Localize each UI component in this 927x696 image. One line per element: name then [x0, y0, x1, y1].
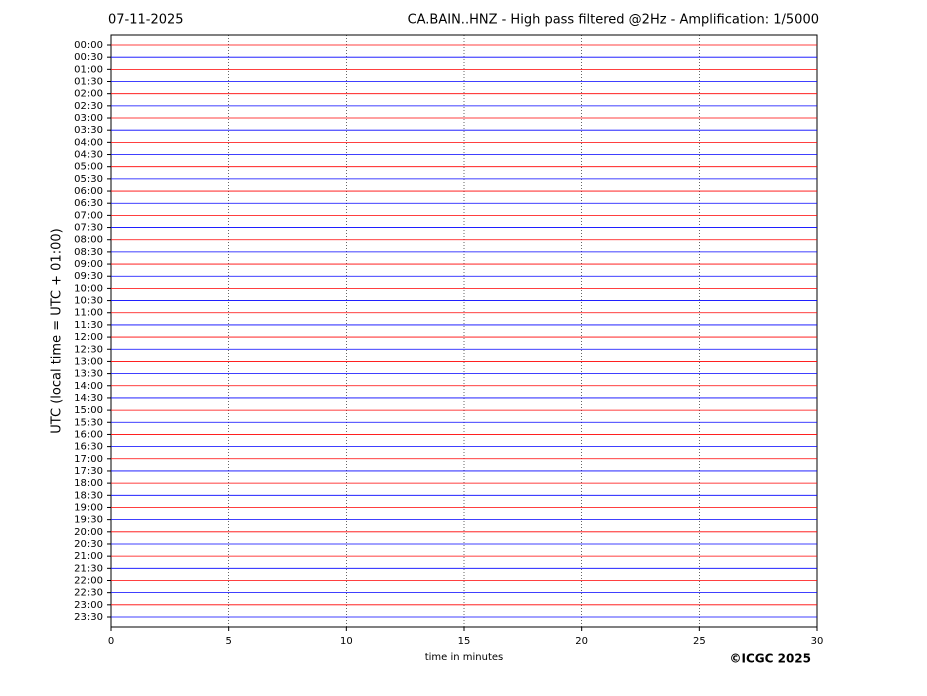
y-tick-label: 07:00	[74, 210, 103, 221]
y-tick-label: 05:30	[74, 174, 103, 185]
y-tick-label: 13:00	[74, 356, 103, 367]
y-tick-label: 14:00	[74, 381, 103, 392]
y-tick-label: 09:00	[74, 259, 103, 270]
y-tick-label: 00:30	[74, 52, 103, 63]
y-tick-label: 02:30	[74, 101, 103, 112]
y-tick-label: 02:00	[74, 89, 103, 100]
y-tick-label: 15:00	[74, 405, 103, 416]
y-tick-label: 19:00	[74, 502, 103, 513]
y-tick-label: 10:30	[74, 296, 103, 307]
x-tick-label: 5	[225, 636, 231, 647]
y-tick-label: 06:00	[74, 186, 103, 197]
y-tick-label: 20:00	[74, 527, 103, 538]
y-tick-label: 03:00	[74, 113, 103, 124]
y-tick-label: 23:30	[74, 612, 103, 623]
y-tick-label: 07:30	[74, 223, 103, 234]
y-tick-label: 10:00	[74, 283, 103, 294]
y-tick-label: 04:00	[74, 137, 103, 148]
y-tick-label: 18:00	[74, 478, 103, 489]
y-tick-label: 17:30	[74, 466, 103, 477]
y-tick-label: 23:00	[74, 600, 103, 611]
y-tick-label: 00:00	[74, 40, 103, 51]
y-tick-label: 01:30	[74, 77, 103, 88]
copyright: ©ICGC 2025	[729, 652, 811, 666]
y-tick-label: 18:30	[74, 490, 103, 501]
y-tick-label: 12:00	[74, 332, 103, 343]
y-tick-label: 21:30	[74, 563, 103, 574]
x-tick-label: 20	[575, 636, 588, 647]
y-tick-label: 16:00	[74, 429, 103, 440]
y-tick-label: 08:00	[74, 235, 103, 246]
y-tick-label: 19:30	[74, 515, 103, 526]
plot-frame	[110, 34, 818, 628]
chart-title: CA.BAIN..HNZ - High pass filtered @2Hz -…	[408, 13, 819, 28]
x-axis-label: time in minutes	[425, 652, 504, 663]
y-tick-label: 22:00	[74, 575, 103, 586]
x-tick-label: 0	[108, 636, 114, 647]
y-tick-label: 12:30	[74, 344, 103, 355]
y-tick-label: 03:30	[74, 125, 103, 136]
y-tick-label: 20:30	[74, 539, 103, 550]
y-tick-label: 01:00	[74, 64, 103, 75]
y-tick-label: 04:30	[74, 150, 103, 161]
y-tick-label: 15:30	[74, 417, 103, 428]
x-tick-label: 25	[693, 636, 706, 647]
y-tick-label: 08:30	[74, 247, 103, 258]
y-tick-label: 22:30	[74, 588, 103, 599]
y-tick-label: 09:30	[74, 271, 103, 282]
y-tick-label: 16:30	[74, 442, 103, 453]
y-axis-label: UTC (local time = UTC + 01:00)	[50, 228, 65, 433]
y-tick-label: 13:30	[74, 369, 103, 380]
y-tick-label: 11:00	[74, 308, 103, 319]
y-tick-label: 21:00	[74, 551, 103, 562]
y-tick-label: 05:00	[74, 162, 103, 173]
y-tick-label: 11:30	[74, 320, 103, 331]
x-tick-label: 10	[340, 636, 353, 647]
x-tick-label: 30	[811, 636, 824, 647]
chart-date: 07-11-2025	[108, 13, 184, 28]
x-tick-label: 15	[458, 636, 471, 647]
y-tick-label: 14:30	[74, 393, 103, 404]
y-tick-label: 17:00	[74, 454, 103, 465]
y-tick-label: 06:30	[74, 198, 103, 209]
